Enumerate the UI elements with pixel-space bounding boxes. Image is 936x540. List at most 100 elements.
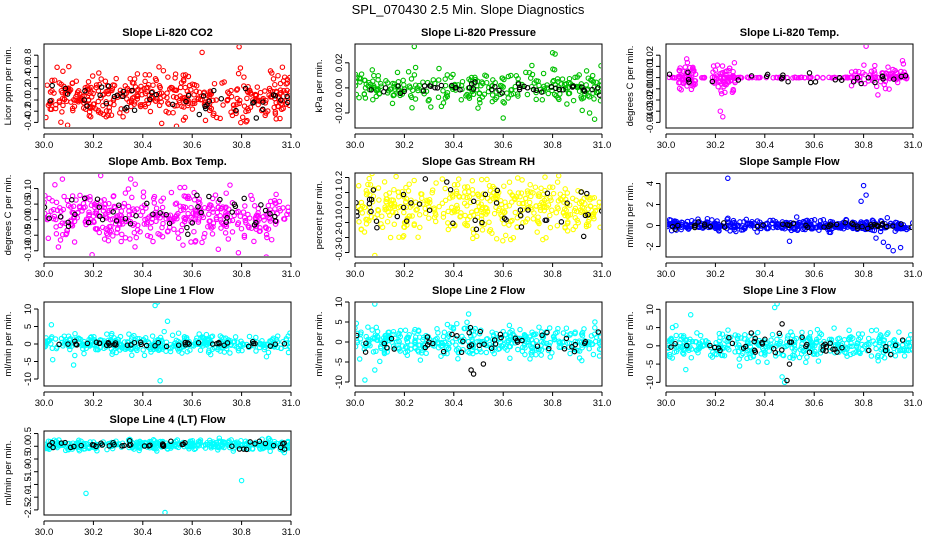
data-point [256,344,263,351]
data-point [566,90,573,96]
data-point [281,216,287,222]
data-point [667,344,671,351]
data-point [779,352,786,358]
data-point [408,200,414,206]
data-point [667,71,673,77]
data-point [714,62,721,68]
data-point [427,199,433,206]
data-point [71,239,78,245]
data-point [528,206,535,213]
data-point [110,233,116,239]
data-point [905,336,912,343]
data-point [105,91,112,97]
x-tick-label: 30.0 [35,398,54,409]
data-point [515,93,521,99]
data-point [121,200,128,207]
data-point [428,83,434,89]
data-point [801,348,807,355]
data-point [75,446,82,452]
data-point [373,324,380,331]
data-point [563,86,569,93]
data-point [746,220,753,227]
data-point [80,205,87,211]
data-point [435,94,442,101]
data-point [231,201,238,207]
data-point [200,214,207,221]
data-point [748,330,755,336]
data-point [168,189,175,196]
data-point [188,87,194,93]
data-point [861,62,867,68]
data-point [275,72,281,79]
data-point [879,220,886,227]
data-point [114,230,120,236]
data-point [890,338,896,345]
data-point [262,88,268,94]
data-point [138,341,144,348]
data-point [423,350,429,357]
data-point [892,342,899,349]
data-point [157,378,163,384]
data-point [549,207,555,214]
data-point [356,213,360,219]
data-point [95,98,102,105]
data-point [532,184,539,190]
data-point [434,85,441,91]
data-point [211,80,218,87]
data-point [438,82,445,89]
data-point [399,189,405,195]
data-point [171,439,177,446]
data-point [87,104,93,111]
data-point [369,174,375,177]
data-point [401,209,407,216]
data-point [65,85,72,91]
data-point [396,234,402,240]
data-point [202,445,209,451]
data-point [128,342,134,348]
data-point [509,327,515,334]
data-point [536,191,542,197]
data-point [901,353,908,359]
data-point [198,209,204,216]
data-point [564,190,571,196]
data-point [879,73,886,80]
data-point [575,188,581,194]
data-point [217,196,223,203]
data-point [266,85,273,92]
data-point [167,348,174,355]
data-point [487,187,494,194]
data-point [74,97,80,104]
data-point [776,330,783,337]
data-point [798,74,805,81]
data-point [95,107,102,114]
data-point [515,190,522,196]
data-point [770,75,776,81]
data-point [86,209,92,215]
data-point [212,192,219,198]
data-point [262,224,269,230]
data-point [551,91,558,98]
data-point [512,209,519,216]
data-point [770,224,776,231]
data-point [124,85,131,92]
data-point [247,104,254,111]
data-point [709,217,715,223]
data-point [201,335,207,341]
data-point [503,203,509,210]
data-point [112,221,119,227]
data-point [525,207,531,213]
data-point [785,78,791,85]
data-point [93,443,99,450]
plot-box [43,43,292,129]
data-point [162,509,168,514]
data-point [243,119,249,125]
data-point [449,331,455,338]
data-point [103,100,110,107]
data-point [231,342,238,349]
y-axis-label: ml/min per min. [625,312,636,377]
data-point [779,321,785,327]
data-point [361,77,368,84]
data-point [786,238,793,245]
data-point [87,193,93,200]
data-point [213,439,220,446]
